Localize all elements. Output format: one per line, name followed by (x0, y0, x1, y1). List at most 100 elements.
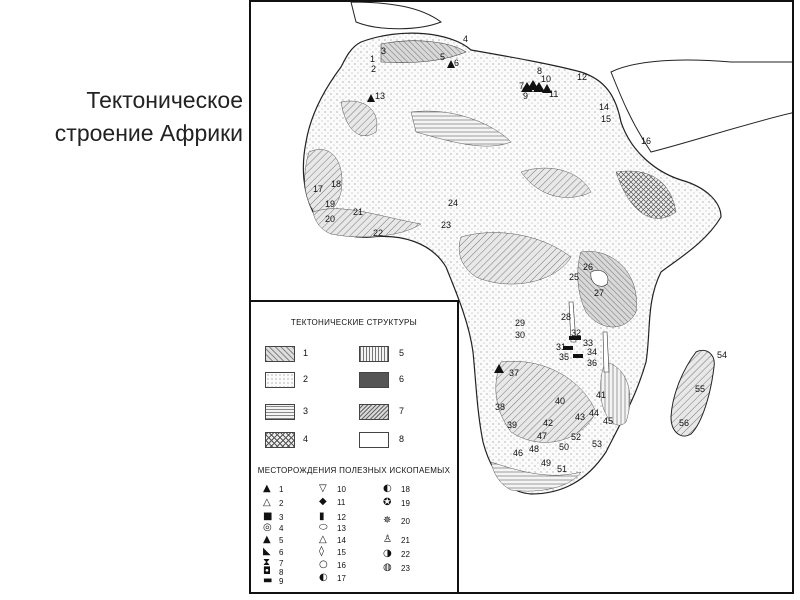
deposit-13-label: 13 (337, 524, 346, 533)
structure-ethiopia (615, 170, 677, 219)
map-marker-43: 43 (575, 412, 585, 422)
structure-east-africa (577, 251, 637, 328)
deposit-triangle-icon (367, 94, 375, 102)
deposit-9-label: 9 (279, 577, 284, 586)
deposit-12-label: 12 (337, 513, 346, 522)
legend-swatch-3 (265, 404, 295, 420)
deposit-1-label: 1 (279, 485, 284, 494)
map-marker-44: 44 (589, 408, 599, 418)
map-marker-45: 45 (603, 416, 613, 426)
map-marker-28: 28 (561, 312, 571, 322)
deposit-3-label: 3 (279, 513, 284, 522)
legend-swatch-label-4: 4 (303, 434, 309, 444)
arabia-edge (610, 59, 792, 153)
map-marker-15: 15 (601, 114, 611, 124)
legend-structures-title: ТЕКТОНИЧЕСКИЕ СТРУКТУРЫ (290, 318, 418, 327)
map-marker-22: 22 (373, 228, 383, 238)
map-marker-37: 37 (509, 368, 519, 378)
deposit-6-icon: ◣ (263, 546, 271, 557)
map-marker-41: 41 (596, 390, 606, 400)
legend-swatch-7 (359, 404, 389, 420)
slide-title: Тектоническое строение Африки (54, 87, 243, 146)
legend-swatch-2 (265, 372, 295, 388)
deposit-1-icon: ▲ (263, 483, 271, 494)
map-marker-7: 7 (519, 81, 524, 91)
map-marker-12: 12 (577, 72, 587, 82)
deposit-10-icon: ▽ (319, 483, 327, 494)
lake-victoria (590, 270, 609, 287)
deposit-7-icon: ⧗ (263, 557, 271, 568)
deposit-15-icon: ◊ (319, 546, 324, 557)
map-marker-31: 31 (556, 342, 566, 352)
legend-swatch-label-2: 2 (303, 374, 309, 384)
deposit-19-label: 19 (401, 499, 410, 508)
deposit-5-label: 5 (279, 536, 284, 545)
map-marker-17: 17 (313, 184, 323, 194)
deposit-markers: 3 1 2 4 5 6 7 8 9 10 11 12 13 14 15 16 1… (313, 34, 727, 474)
structure-sahara-strips (410, 110, 512, 147)
map-marker-52: 52 (571, 432, 581, 442)
legend-swatch-4 (265, 432, 295, 448)
legend-swatch-6 (359, 372, 389, 388)
lake-tanganyika (568, 301, 577, 343)
map-marker-34: 34 (587, 347, 597, 357)
structure-cape (490, 461, 582, 492)
map-marker-25: 25 (569, 272, 579, 282)
structure-mozambique (600, 361, 631, 426)
map-marker-18: 18 (331, 179, 341, 189)
deposit-7-label: 7 (279, 559, 284, 568)
deposit-bar-icon (573, 354, 583, 358)
deposit-23-icon: ◍ (383, 562, 392, 573)
legend-swatch-5 (359, 346, 389, 362)
map-marker-19: 19 (325, 199, 335, 209)
map-marker-24: 24 (448, 198, 458, 208)
deposit-20-icon: ✵ (383, 515, 392, 526)
map-marker-40: 40 (555, 396, 565, 406)
deposit-triangle-icon (527, 80, 539, 90)
structure-congo (458, 232, 572, 285)
map-marker-10: 10 (541, 74, 551, 84)
deposit-14-label: 14 (337, 536, 346, 545)
map-marker-27: 27 (594, 288, 604, 298)
map-marker-46: 46 (513, 448, 523, 458)
legend-swatch-label-3: 3 (303, 406, 309, 416)
map-marker-36: 36 (587, 358, 597, 368)
legend-swatch-1 (265, 346, 295, 362)
deposit-11-label: 11 (337, 498, 346, 507)
deposit-10-label: 10 (337, 485, 346, 494)
deposit-8-icon: ◘ (263, 566, 271, 577)
map-marker-21: 21 (353, 207, 363, 217)
map-marker-55: 55 (695, 384, 705, 394)
legend-swatch-label-1: 1 (303, 348, 309, 358)
deposit-22-icon: ◑ (383, 548, 392, 559)
map-marker-47: 47 (537, 431, 547, 441)
map-marker-50: 50 (559, 442, 569, 452)
legend-swatch-label-5: 5 (399, 348, 405, 358)
legend-swatch-8 (359, 432, 389, 448)
deposit-2-icon: △ (263, 497, 271, 508)
deposit-15-label: 15 (337, 548, 346, 557)
map-marker-39: 39 (507, 420, 517, 430)
deposit-21-icon: ♙ (383, 534, 392, 545)
deposit-17-icon: ◐ (319, 572, 328, 583)
deposit-19-icon: ✪ (383, 497, 392, 508)
deposit-bar-icon (569, 336, 581, 340)
deposit-23-label: 23 (401, 564, 410, 573)
map-marker-2: 2 (371, 64, 376, 74)
deposit-21-label: 21 (401, 536, 410, 545)
deposit-4-icon: ◎ (263, 522, 272, 533)
legend-swatch-label-7: 7 (399, 406, 405, 416)
deposit-16-icon: ○ (319, 559, 328, 570)
map-marker-29: 29 (515, 318, 525, 328)
deposit-18-icon: ◐ (383, 483, 392, 494)
deposit-22-label: 22 (401, 550, 410, 559)
deposit-13-icon: ⬭ (319, 522, 328, 533)
map-marker-53: 53 (592, 439, 602, 449)
deposit-18-label: 18 (401, 485, 410, 494)
deposit-8-label: 8 (279, 568, 284, 577)
structure-ahaggar (340, 100, 378, 136)
map-marker-35: 35 (559, 352, 569, 362)
deposit-11-icon: ◆ (319, 496, 327, 507)
map-marker-4: 4 (463, 34, 468, 44)
map-marker-6: 6 (454, 58, 459, 68)
